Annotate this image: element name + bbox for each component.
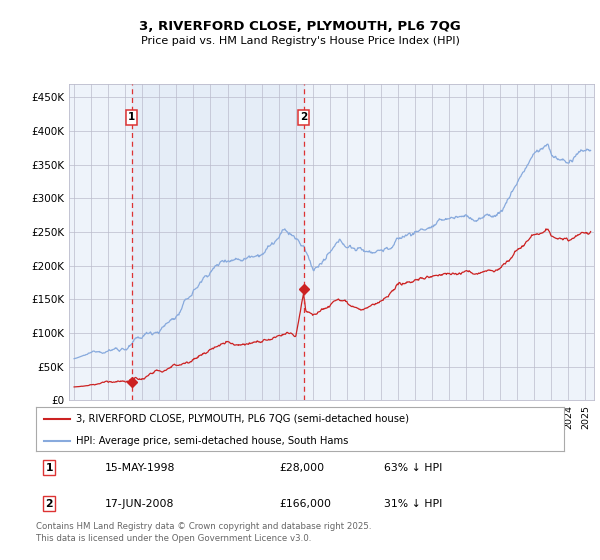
- Text: 1: 1: [46, 463, 53, 473]
- Text: £166,000: £166,000: [279, 499, 331, 509]
- Text: 2: 2: [300, 112, 307, 122]
- Text: 31% ↓ HPI: 31% ↓ HPI: [385, 499, 443, 509]
- Text: Price paid vs. HM Land Registry's House Price Index (HPI): Price paid vs. HM Land Registry's House …: [140, 36, 460, 46]
- Text: Contains HM Land Registry data © Crown copyright and database right 2025.
This d: Contains HM Land Registry data © Crown c…: [36, 522, 371, 543]
- Text: HPI: Average price, semi-detached house, South Hams: HPI: Average price, semi-detached house,…: [76, 436, 348, 446]
- Text: 2: 2: [46, 499, 53, 509]
- Text: 3, RIVERFORD CLOSE, PLYMOUTH, PL6 7QG: 3, RIVERFORD CLOSE, PLYMOUTH, PL6 7QG: [139, 20, 461, 32]
- Text: 3, RIVERFORD CLOSE, PLYMOUTH, PL6 7QG (semi-detached house): 3, RIVERFORD CLOSE, PLYMOUTH, PL6 7QG (s…: [76, 414, 409, 424]
- Text: 63% ↓ HPI: 63% ↓ HPI: [385, 463, 443, 473]
- Text: 17-JUN-2008: 17-JUN-2008: [104, 499, 174, 509]
- Text: 1: 1: [128, 112, 135, 122]
- Text: £28,000: £28,000: [279, 463, 324, 473]
- Text: 15-MAY-1998: 15-MAY-1998: [104, 463, 175, 473]
- Bar: [131, 84, 304, 400]
